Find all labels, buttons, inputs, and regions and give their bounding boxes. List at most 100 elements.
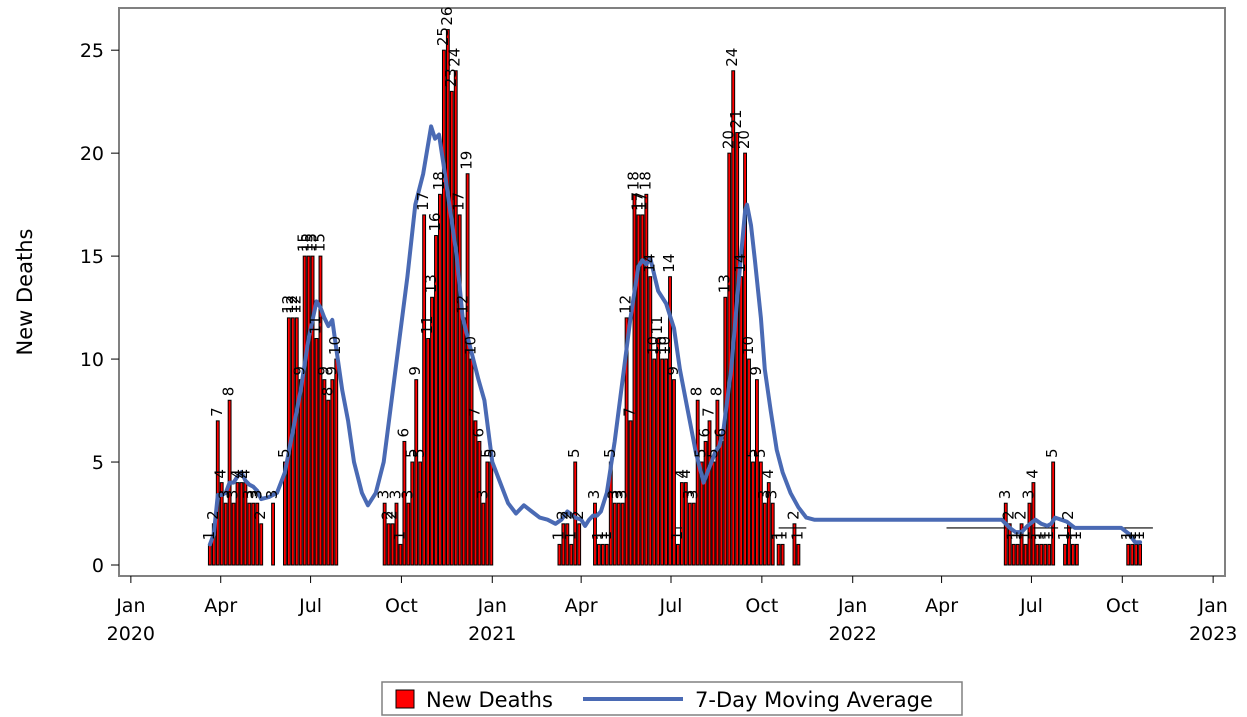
bar-new-deaths	[310, 255, 315, 566]
bar-value-label: 5	[402, 448, 420, 458]
bar-value-label: 18	[624, 171, 642, 190]
bar-new-deaths	[386, 523, 391, 566]
bar-new-deaths	[422, 214, 427, 566]
bar-new-deaths	[770, 502, 775, 566]
bar-value-labels: 1274383444333235121212915151511159891032…	[200, 6, 1148, 540]
y-tick-label: 15	[80, 246, 104, 268]
bar-new-deaths	[326, 399, 331, 566]
bar-value-label: 7	[621, 407, 639, 417]
bar-new-deaths	[318, 255, 323, 566]
x-tick-year-label: 2020	[107, 623, 155, 645]
bar-value-label: 2	[1059, 510, 1077, 520]
bar-new-deaths	[604, 543, 609, 566]
bar-value-label: 9	[747, 366, 765, 376]
bar-value-label: 1	[1122, 531, 1140, 541]
bar-new-deaths	[441, 49, 446, 566]
bar-value-label: 10	[652, 336, 670, 355]
x-tick-label: Apr	[925, 595, 958, 617]
bar-value-label: 13	[422, 274, 440, 293]
x-tick-label: Jan	[477, 595, 507, 617]
bar-new-deaths	[223, 502, 228, 566]
bar-value-label: 7	[208, 407, 226, 417]
y-tick-label: 25	[80, 40, 104, 62]
bar-value-label: 2	[557, 510, 575, 520]
bar-new-deaths	[755, 379, 759, 566]
bar-value-label: 12	[617, 295, 635, 314]
bar-value-label: 1	[1130, 531, 1148, 541]
bar-new-deaths	[322, 379, 327, 566]
bar-new-deaths	[1063, 543, 1067, 566]
bar-new-deaths	[1126, 543, 1131, 566]
bar-new-deaths	[707, 420, 712, 566]
bar-value-label: 2	[784, 510, 802, 520]
bar-new-deaths	[207, 543, 212, 566]
bar-value-label: 3	[996, 490, 1014, 500]
bar-value-label: 8	[318, 387, 336, 397]
bar-new-deaths	[394, 502, 399, 566]
bar-value-label: 1	[593, 531, 611, 541]
bar-value-label: 3	[763, 490, 781, 500]
bar-new-deaths	[1047, 543, 1052, 566]
legend: New Deaths 7-Day Moving Average	[381, 681, 963, 716]
bar-value-label: 8	[688, 387, 706, 397]
x-tick-year-label: 2021	[468, 623, 516, 645]
bar-new-deaths	[660, 358, 665, 566]
bar-new-deaths	[239, 482, 244, 566]
bar-new-deaths	[780, 543, 785, 566]
bar-value-label: 5	[275, 448, 293, 458]
bar-new-deaths	[231, 502, 236, 566]
bar-new-deaths	[1019, 523, 1024, 566]
bar-value-label: 3	[398, 490, 416, 500]
bar-new-deaths	[1138, 543, 1142, 566]
bar-value-label: 5	[601, 448, 619, 458]
bar-new-deaths	[792, 523, 797, 566]
bar-value-label: 12	[454, 295, 472, 314]
bar-new-deaths	[1074, 543, 1079, 566]
bar-new-deaths	[1007, 523, 1012, 566]
bar-value-label: 9	[322, 366, 340, 376]
x-tick-year-label: 2022	[829, 623, 877, 645]
bar-new-deaths	[796, 543, 801, 566]
bar-new-deaths	[644, 193, 649, 566]
x-tick-label: Oct	[1106, 595, 1139, 617]
bar-value-label: 5	[743, 448, 761, 458]
bar-new-deaths	[302, 255, 307, 566]
bar-value-label: 1	[1118, 531, 1136, 541]
bar-value-label: 5	[477, 448, 495, 458]
bar-value-label: 2	[379, 510, 397, 520]
bar-value-label: 12	[287, 295, 305, 314]
bar-new-deaths	[1130, 543, 1135, 566]
x-tick-label: Jan	[115, 595, 145, 617]
bar-value-label: 8	[220, 387, 238, 397]
bar-new-deaths	[410, 461, 415, 566]
bar-new-deaths	[271, 502, 275, 566]
bar-new-deaths	[445, 29, 450, 566]
bar-value-label: 10	[739, 336, 757, 355]
bar-value-label: 3	[224, 490, 242, 500]
bar-value-label: 11	[418, 315, 436, 334]
bar-value-label: 5	[1043, 448, 1061, 458]
bar-value-label: 1	[1004, 531, 1022, 541]
bar-value-label: 6	[696, 428, 714, 438]
bar-new-deaths	[434, 235, 438, 566]
bar-value-label: 3	[263, 490, 281, 500]
bar-new-deaths	[1134, 543, 1139, 566]
y-tick-label: 5	[92, 452, 104, 474]
bar-value-label: 2	[569, 510, 587, 520]
bar-new-deaths	[453, 70, 458, 566]
bar-value-label: 17	[414, 192, 432, 211]
bar-value-label: 3	[1019, 490, 1037, 500]
bar-value-label: 9	[406, 366, 424, 376]
bar-new-deaths	[640, 214, 645, 566]
bar-new-deaths	[593, 502, 597, 566]
bar-new-deaths	[699, 461, 704, 566]
bar-value-label: 1	[1126, 531, 1144, 541]
bar-value-label: 1	[1027, 531, 1045, 541]
bar-value-label: 4	[759, 469, 777, 479]
bar-value-label: 5	[703, 448, 721, 458]
bar-new-deaths	[414, 379, 419, 566]
bar-new-deaths	[426, 337, 431, 566]
bar-new-deaths	[557, 543, 562, 566]
bar-value-label: 6	[711, 428, 729, 438]
